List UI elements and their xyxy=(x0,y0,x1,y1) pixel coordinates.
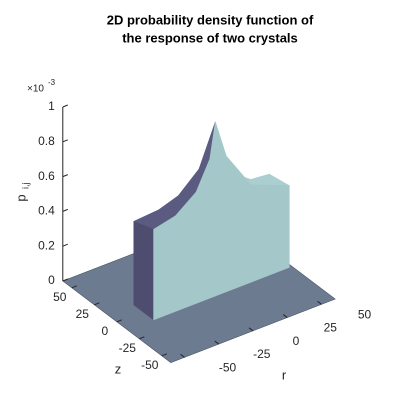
z-tick xyxy=(62,208,68,212)
z-tick-label: 1 xyxy=(48,99,55,113)
z-tick-label: 0.6 xyxy=(38,169,55,183)
y-axis-label: z xyxy=(115,361,122,376)
y-tick xyxy=(116,319,122,323)
z-tick-label: 0.4 xyxy=(38,204,55,218)
y-tick-label: 25 xyxy=(76,307,90,321)
z-axis-label-text: p xyxy=(13,194,28,201)
x-tick xyxy=(317,300,322,305)
y-tick xyxy=(94,302,100,306)
y-tick-label: 50 xyxy=(53,290,67,304)
y-tick xyxy=(139,336,145,340)
x-tick xyxy=(282,314,288,318)
x-tick-label: 25 xyxy=(324,321,338,335)
surface-face xyxy=(153,121,290,321)
chart-title: 2D probability density function of xyxy=(107,12,314,27)
x-tick xyxy=(180,353,185,358)
x-tick-label: 0 xyxy=(293,334,300,348)
z-exponent-base: ×10 xyxy=(27,84,44,95)
x-tick xyxy=(248,327,254,332)
x-tick-label: 50 xyxy=(358,307,372,321)
z-exponent-power: -3 xyxy=(48,78,56,87)
y-tick xyxy=(71,285,77,289)
x-tick xyxy=(214,340,220,345)
y-tick-label: 0 xyxy=(101,324,108,338)
x-axis-label: r xyxy=(282,367,287,382)
z-tick-label: 0.8 xyxy=(38,134,55,148)
z-tick-label: 0.2 xyxy=(38,238,55,252)
x-tick-label: -50 xyxy=(219,360,237,374)
z-axis-label-subscript: i,j xyxy=(20,183,30,190)
y-tick-label: -50 xyxy=(141,358,159,372)
surface-face xyxy=(133,221,154,321)
z-tick xyxy=(62,139,68,143)
z-tick xyxy=(62,104,68,108)
z-tick xyxy=(62,174,68,178)
z-tick-label: 0 xyxy=(48,273,55,287)
y-tick xyxy=(161,353,167,357)
z-tick xyxy=(62,243,68,247)
z-tick xyxy=(62,278,68,282)
x-tick-label: -25 xyxy=(253,347,271,361)
y-tick-label: -25 xyxy=(119,341,137,355)
chart-title: the response of two crystals xyxy=(122,30,298,45)
surface-face xyxy=(250,173,290,186)
z-axis-label: p i,j xyxy=(13,183,30,202)
